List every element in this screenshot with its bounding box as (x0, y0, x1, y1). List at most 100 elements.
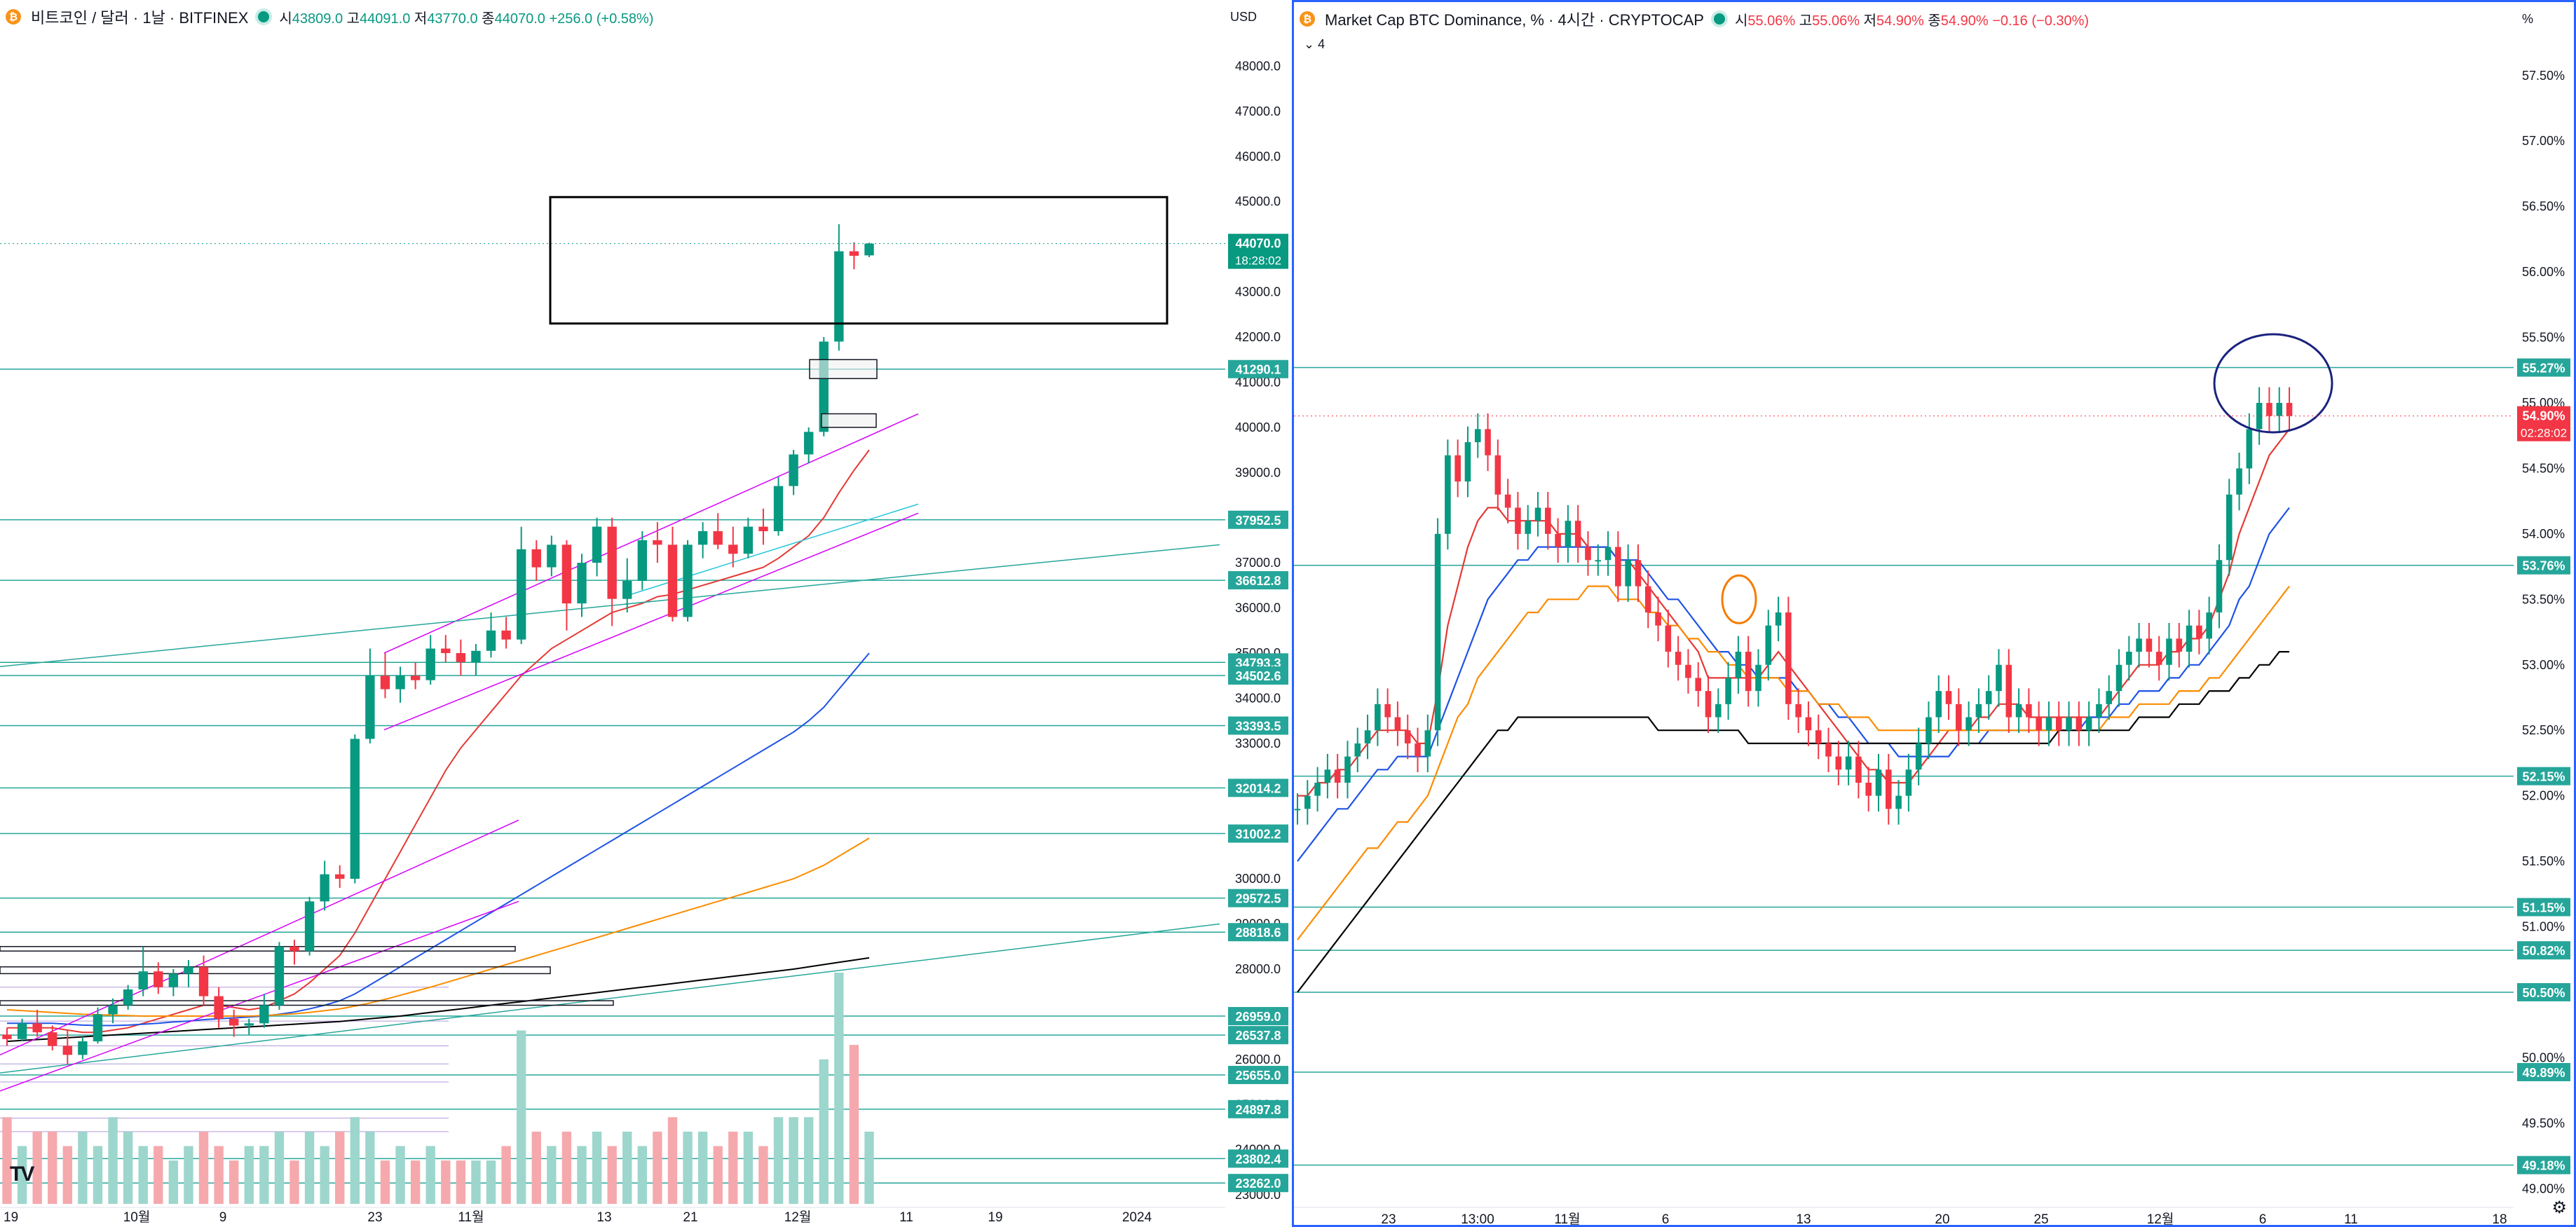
candle-body (1805, 717, 1812, 731)
candle-body (1364, 730, 1371, 743)
y-tick-label: 33000.0 (1235, 736, 1281, 750)
candle-body (2026, 704, 2032, 718)
moving-average-line (7, 449, 870, 1034)
y-tick-label: 37000.0 (1235, 556, 1281, 570)
candle-body (2036, 717, 2042, 731)
price-level-badge (2517, 941, 2570, 960)
zone-rectangle (821, 413, 877, 428)
candle-body (1525, 521, 1532, 534)
price-level-label: 31002.2 (1235, 828, 1281, 842)
btc-dominance-chart-pane[interactable]: 49.00% 49.50% 50.00% 50.50% 51.00% 51.50% 52.0… (1292, 0, 2576, 1227)
btc-usd-chart[interactable]: 23000.024000.025000.026000.027000.028000… (0, 0, 1292, 1227)
volume-bar (304, 1131, 315, 1204)
price-level-badge (1228, 571, 1288, 590)
y-tick-label: 53.00% (2522, 658, 2565, 672)
volume-bar (395, 1146, 405, 1204)
volume-bar (486, 1160, 496, 1204)
countdown-label: 18:28:02 (1235, 254, 1281, 268)
price-level-badge (2517, 767, 2570, 786)
candle-body (108, 1005, 118, 1015)
volume-bar (32, 1131, 42, 1204)
price-level-label: 33393.5 (1235, 719, 1281, 733)
x-tick-label: 12월 (2147, 1212, 2174, 1227)
price-level-badge (2517, 1156, 2570, 1174)
value-axis (2514, 2, 2574, 1225)
price-level-badge (1228, 666, 1288, 685)
y-tick-label: 54.50% (2522, 461, 2565, 475)
candle-body (2115, 664, 2122, 692)
volume-bar (365, 1131, 375, 1204)
candle-body (1705, 691, 1712, 718)
candle-body (1956, 704, 1962, 731)
volume-bar (607, 1146, 617, 1204)
candle-body (1835, 756, 1842, 770)
trend-line (0, 900, 519, 1092)
candle-body (154, 971, 163, 987)
candle-body (1765, 625, 1772, 665)
candle-body (834, 251, 844, 342)
current-value-badge (2517, 406, 2570, 441)
volume-bar (713, 1146, 723, 1204)
candle-body (1905, 769, 1912, 796)
candle-body (32, 1023, 42, 1033)
y-tick-label: 47000.0 (1235, 104, 1281, 118)
candle-body (1415, 743, 1421, 757)
moving-average-line (1297, 650, 2289, 993)
btc-usd-chart-pane[interactable]: 23000.024000.025000.026000.027000.028000… (0, 0, 1292, 1227)
candle-body (289, 946, 299, 952)
price-level-badge (2517, 898, 2570, 917)
candle-body (2106, 691, 2113, 704)
price-level-badge (1228, 359, 1288, 378)
highlight-ellipse (1721, 574, 1757, 624)
price-level-badge (1228, 1099, 1288, 1118)
y-tick-label: 42000.0 (1235, 330, 1281, 344)
candle-body (441, 648, 451, 653)
y-tick-label: 46000.0 (1235, 149, 1281, 163)
volume-bar (184, 1146, 193, 1204)
tradingview-logo-icon[interactable]: TV (10, 1163, 34, 1186)
x-tick-label: 19 (4, 1210, 18, 1225)
right-chart-title[interactable]: Market Cap BTC Dominance, % · 4시간 · CRYP… (1325, 11, 1704, 29)
currency-selector[interactable]: USD (1230, 10, 1258, 24)
price-level-label: 53.76% (2522, 559, 2565, 573)
volume-bar (819, 1059, 829, 1204)
x-tick-label: 2024 (1122, 1210, 1152, 1225)
volume-bar (683, 1131, 693, 1204)
price-level-badge (2517, 1062, 2570, 1081)
candle-body (2226, 494, 2233, 561)
bitcoin-icon: ₿ (6, 9, 21, 25)
volume-bar (697, 1131, 708, 1204)
volume-bar (441, 1160, 451, 1204)
candle-body (2085, 717, 2092, 731)
gear-icon[interactable]: ⚙ (2551, 1198, 2567, 1217)
candle-body (1685, 664, 1691, 678)
left-chart-title[interactable]: 비트코인 / 달러 · 1날 · BITFINEX (31, 9, 249, 27)
price-level-badge (2517, 556, 2570, 575)
candle-body (2216, 560, 2223, 612)
candle-body (1394, 717, 1401, 731)
volume-bar (2, 1117, 12, 1204)
candle-body (1515, 507, 1521, 534)
price-level-label: 26959.0 (1235, 1010, 1281, 1024)
candle-body (1485, 429, 1491, 455)
btc-dominance-chart[interactable]: 49.00% 49.50% 50.00% 50.50% 51.00% 51.50% 52.0… (1294, 2, 2576, 1227)
candle-body (320, 874, 329, 902)
y-tick-label: 45000.0 (1235, 195, 1281, 209)
y-tick-label: 40000.0 (1235, 420, 1281, 434)
indicator-toggle[interactable]: ⌄ 4 (1304, 37, 1326, 51)
candle-body (1725, 678, 1731, 704)
candle-body (1384, 704, 1391, 718)
price-level-label: 49.18% (2522, 1159, 2565, 1173)
x-tick-label: 20 (1935, 1212, 1949, 1227)
trend-line (383, 512, 919, 731)
candle-body (123, 989, 133, 1006)
candle-body (561, 544, 572, 604)
y-tick-label: 28000.0 (1235, 962, 1281, 976)
volume-bar (123, 1131, 133, 1204)
trend-line (0, 923, 1220, 1074)
candle-body (1675, 652, 1682, 665)
volume-bar (456, 1160, 466, 1204)
candle-body (2, 1034, 12, 1039)
candle-body (1574, 521, 1581, 547)
candle-body (1875, 769, 1882, 796)
